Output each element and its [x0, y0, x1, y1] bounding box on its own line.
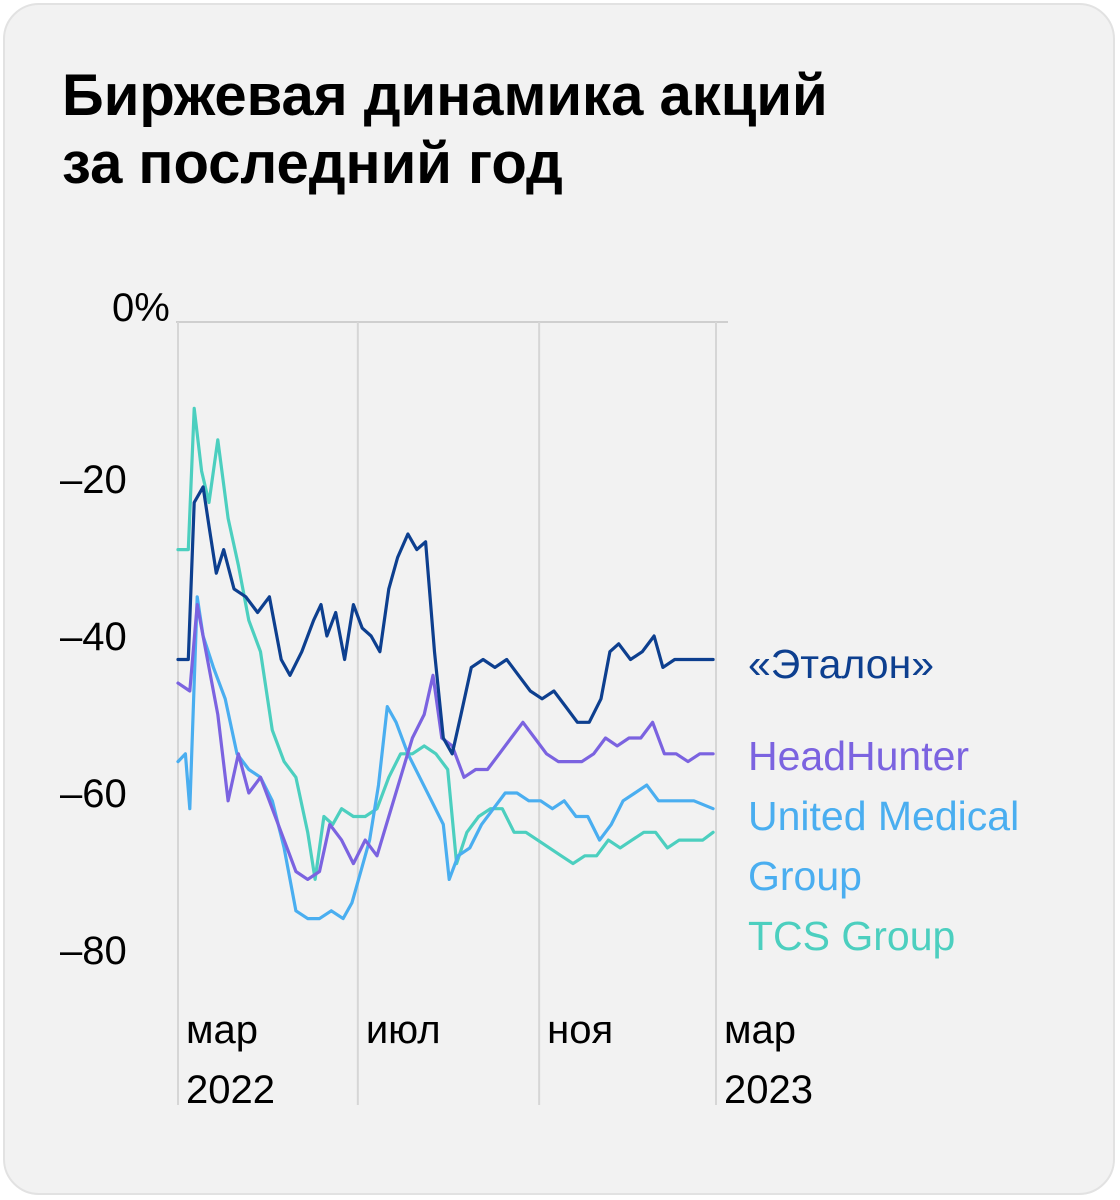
x-axis: мар 2022 июл ноя мар 2023	[186, 1008, 813, 1112]
x-tick-label: ноя	[547, 1008, 613, 1052]
y-axis: 0% –20 –40 –60 –80	[60, 286, 170, 973]
series-line	[176, 406, 715, 881]
y-tick-label: –80	[60, 929, 127, 973]
x-tick-label: 2023	[724, 1068, 813, 1112]
x-tick-label: мар	[724, 1008, 796, 1052]
y-tick-label: –20	[60, 458, 127, 502]
legend-label: Group	[748, 853, 862, 899]
series-line	[176, 485, 715, 756]
y-tick-label: –60	[60, 772, 127, 816]
chart-title-line-1: Биржевая динамика акций	[62, 63, 828, 128]
series-line	[176, 603, 715, 881]
x-tick-label: июл	[366, 1008, 441, 1052]
legend-label: TCS Group	[748, 913, 955, 959]
chart-title: Биржевая динамика акций за последний год	[62, 62, 1062, 198]
chart-card	[3, 3, 1115, 1195]
y-tick-label: 0%	[112, 286, 170, 330]
legend-label: United Medical	[748, 793, 1019, 839]
series-lines	[176, 406, 715, 921]
x-tick-label: мар	[186, 1008, 258, 1052]
x-tick-label: 2022	[186, 1068, 275, 1112]
y-tick-label: –40	[60, 615, 127, 659]
chart-title-line-2: за последний год	[62, 131, 563, 196]
legend-label: HeadHunter	[748, 733, 969, 779]
legend-label: «Эталон»	[748, 641, 934, 687]
legend: «Эталон» HeadHunter United Medical Group TCS…	[748, 641, 1019, 959]
series-line	[176, 595, 715, 921]
grid-lines	[176, 321, 728, 1105]
